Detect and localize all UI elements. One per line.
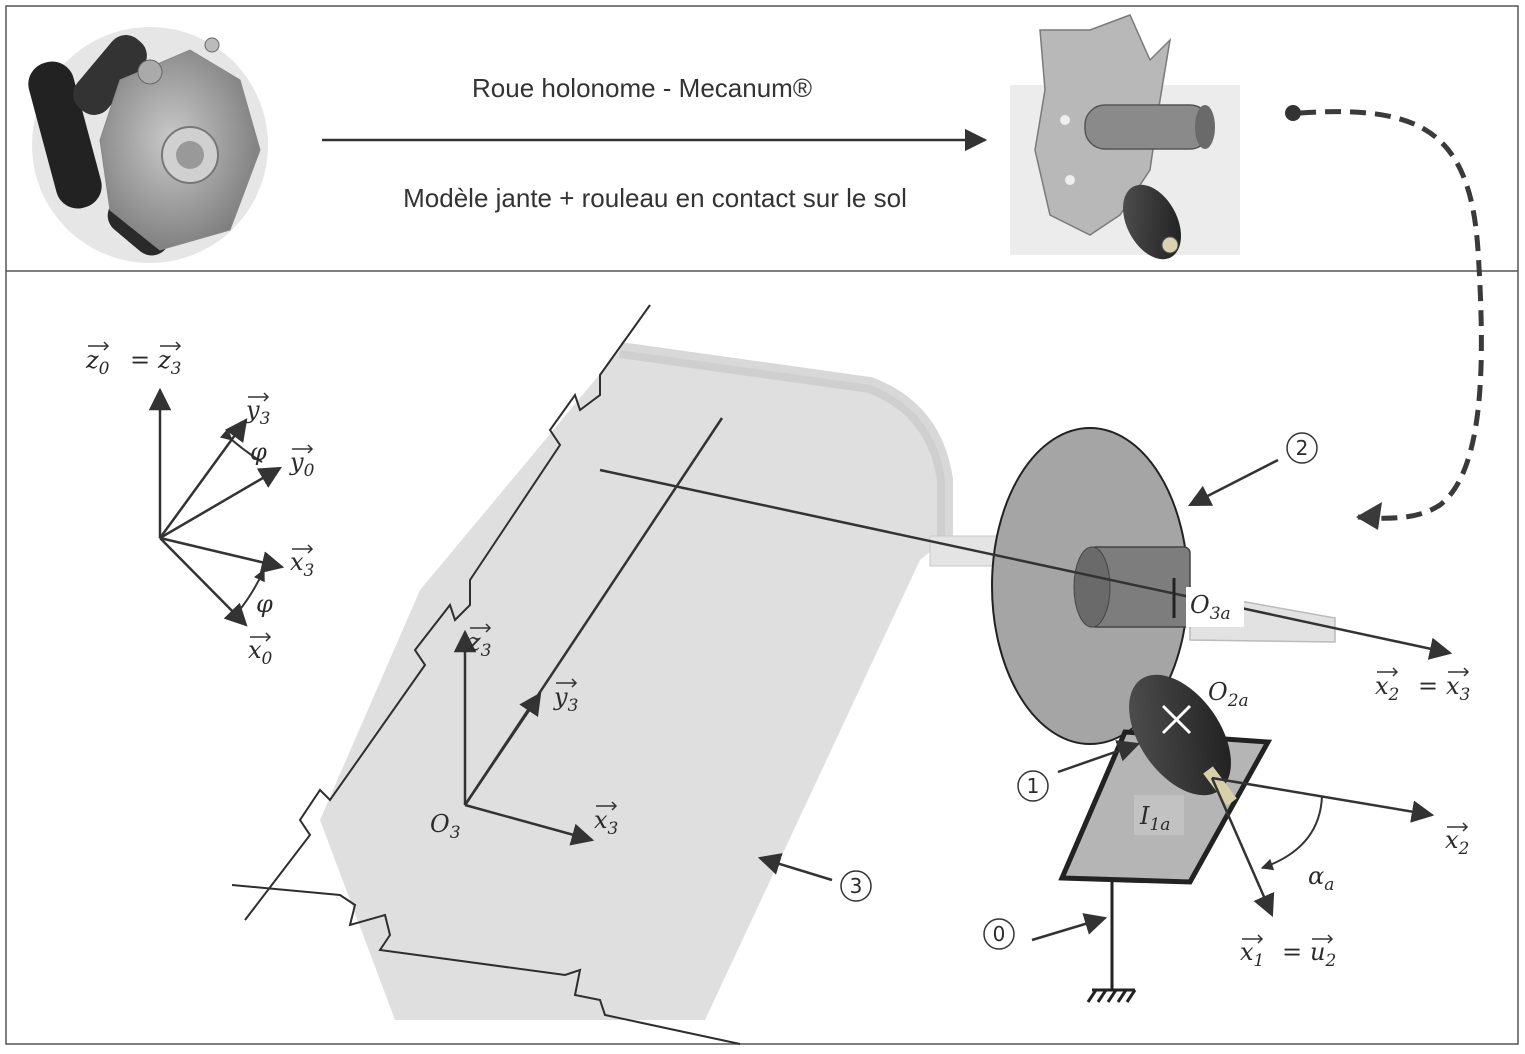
callout-part-0: 0: [983, 913, 1108, 950]
svg-text:0: 0: [993, 922, 1006, 946]
roller-axle: [1203, 766, 1237, 806]
I1a-label-bg: [1134, 795, 1184, 835]
label-y3: y3: [553, 683, 578, 716]
angle-alpha-arc: [1260, 795, 1323, 871]
label-x2: x2: [1445, 826, 1469, 859]
label-x3-top: x3: [290, 548, 314, 581]
axis-y3-line: [463, 417, 724, 806]
label-x3: x3: [594, 806, 618, 839]
header-subtitle: Modèle jante + rouleau en contact sur le…: [403, 183, 907, 213]
label-alpha: αa: [1308, 862, 1334, 895]
svg-text:3: 3: [850, 874, 863, 898]
callout-part-1: 1: [1017, 740, 1141, 802]
header-title: Roue holonome - Mecanum®: [472, 73, 812, 103]
dashed-curved-arrow: [1299, 109, 1484, 521]
label-z3: z3: [467, 628, 491, 661]
roller: [1129, 674, 1231, 796]
dashed-arrow-head: [1356, 502, 1382, 530]
break-line-bottom: [231, 884, 741, 1045]
label-O3a: O3a: [1190, 591, 1231, 624]
callout-part-3: 3: [757, 853, 872, 902]
ground-symbol-icon: [1086, 882, 1137, 1003]
O3a-label-bg: [1186, 587, 1244, 627]
mecanum-wheel-photo-icon: [28, 27, 268, 263]
outer-border: [5, 5, 1519, 1045]
wheel-rim-roller-photo-icon: [1010, 14, 1240, 260]
hub-face: [1073, 546, 1111, 628]
label-O3: O3: [430, 810, 461, 843]
label-z0: z0: [85, 346, 110, 379]
label-z3-top: z3: [157, 346, 181, 379]
axis-x3: [464, 803, 595, 846]
svg-text:2: 2: [1296, 436, 1309, 460]
label-equals-z: =: [130, 346, 150, 374]
label-phi-bottom: φ: [256, 590, 273, 618]
label-O2a: O2a: [1208, 678, 1249, 711]
body-3-shape: [320, 350, 945, 1020]
label-y3-top: y3: [245, 396, 270, 429]
dashed-arrow-start-dot: [1285, 105, 1301, 121]
vector-overbars-left: [88, 341, 314, 642]
roller-center-cross: [1161, 704, 1192, 735]
axis-x2-x3: [599, 468, 1453, 660]
angle-diagram: [148, 387, 285, 627]
label-x0: x0: [248, 636, 273, 669]
vector-overbars-right: [1242, 667, 1470, 944]
label-x3-eq: x3: [1446, 672, 1470, 705]
label-equals-x1-u2: =: [1282, 938, 1302, 966]
break-line-top: [244, 304, 651, 921]
axis-x1-u2: [1210, 777, 1275, 918]
callout-part-2: 2: [1187, 432, 1318, 507]
label-equals-x2-x3: =: [1418, 672, 1438, 700]
vector-overbars-o3: [470, 623, 618, 811]
label-x1: x1: [1240, 938, 1264, 971]
label-u2: u2: [1310, 938, 1336, 971]
label-phi-top: φ: [250, 438, 267, 466]
svg-text:1: 1: [1027, 774, 1040, 798]
label-y0: y0: [289, 448, 315, 481]
label-x2-eq: x2: [1375, 672, 1399, 705]
body-3-edge: [618, 342, 953, 540]
label-I1a: I1a: [1139, 802, 1170, 835]
